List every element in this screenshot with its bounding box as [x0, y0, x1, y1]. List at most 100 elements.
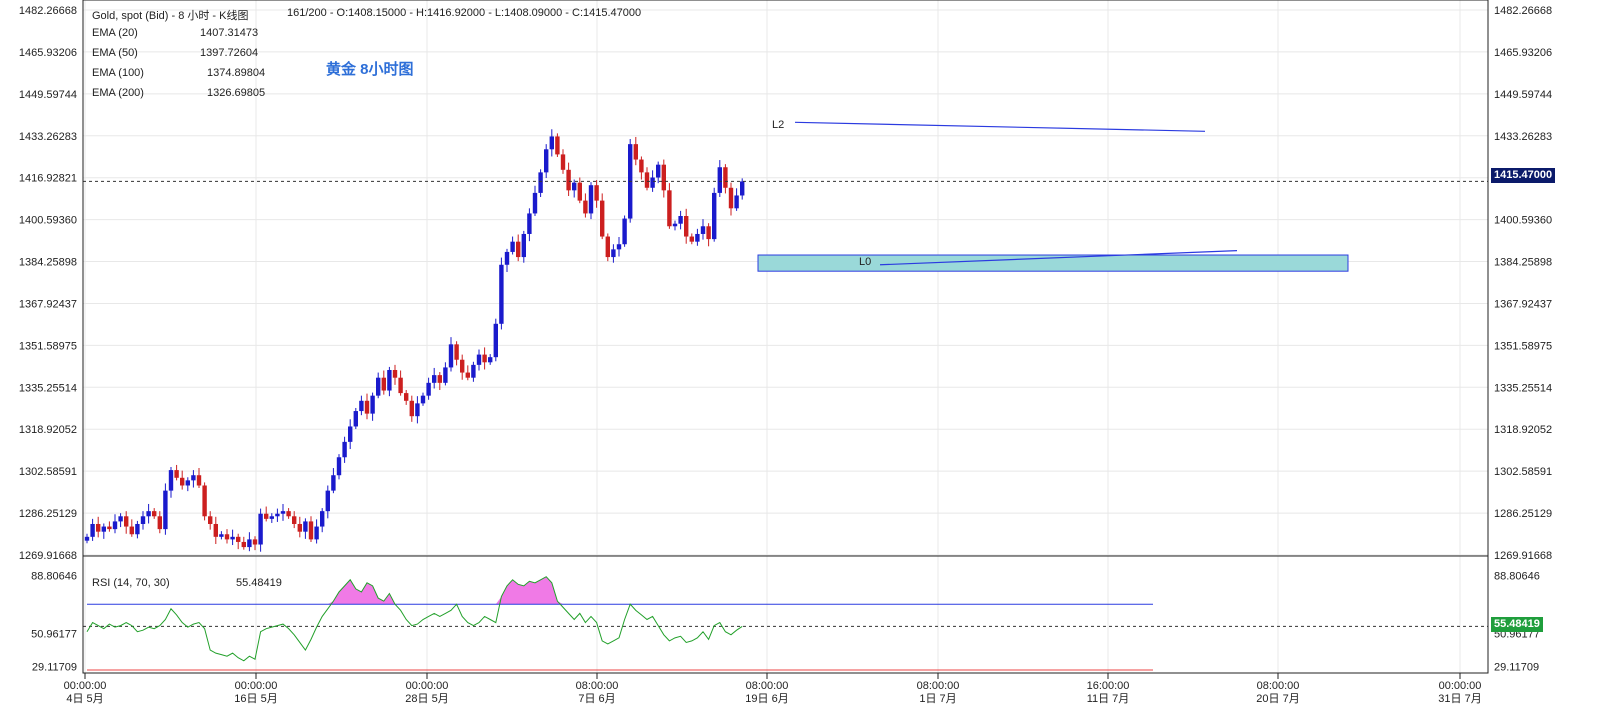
candle-body — [320, 511, 325, 527]
x-tick-date: 7日 6月 — [578, 693, 615, 705]
y-tick-left: 1302.58591 — [19, 466, 77, 478]
ema-50-value: 1397.72604 — [200, 47, 259, 59]
candle-body — [460, 359, 465, 373]
y-tick-left: 1465.93206 — [19, 47, 77, 59]
candle-body — [488, 357, 493, 363]
rsi-panel — [83, 576, 1488, 671]
y-tick-right: 1433.26283 — [1494, 131, 1552, 143]
ema-20-value: 1407.31473 — [200, 27, 259, 39]
y-tick-left: 1449.59744 — [19, 89, 77, 101]
candle-body — [202, 485, 207, 517]
candle-body — [398, 377, 403, 394]
candle-body — [135, 523, 140, 535]
x-tick-time: 00:00:00 — [64, 680, 107, 692]
candle-body — [392, 369, 398, 378]
y-tick-left: 1351.58975 — [19, 340, 77, 352]
candle-body — [303, 521, 308, 532]
candle-body — [224, 534, 230, 540]
candle-body — [516, 241, 521, 258]
candle-body — [605, 236, 610, 258]
candle-body — [499, 264, 504, 324]
x-tick-date: 1日 7月 — [919, 693, 956, 705]
candle-body — [684, 216, 689, 237]
candle-body — [544, 149, 549, 173]
candle-body — [443, 367, 448, 383]
candle-body — [426, 382, 431, 396]
candle-body — [325, 490, 330, 512]
rsi-label: RSI (14, 70, 30) — [92, 577, 170, 589]
candle-body — [258, 513, 263, 545]
candle-body — [146, 511, 151, 517]
candle-body — [129, 526, 134, 535]
rsi-tag: 55.48419 — [1491, 617, 1543, 632]
x-tick-time: 08:00:00 — [746, 680, 789, 692]
candle-body — [521, 233, 526, 258]
x-tick-time: 00:00:00 — [1439, 680, 1482, 692]
y-tick-left: 1335.25514 — [19, 382, 77, 394]
y-tick-left: 1482.26668 — [19, 5, 77, 17]
y-tick-left: 1384.25898 — [19, 257, 77, 269]
candle-body — [734, 195, 739, 209]
candle-body — [527, 213, 532, 234]
x-tick-date: 11日 7月 — [1087, 693, 1130, 705]
candle-body — [191, 475, 196, 481]
candle-body — [124, 516, 129, 527]
y-tick-right: 1400.59360 — [1494, 215, 1552, 227]
candle-body — [493, 323, 498, 358]
candle-body — [219, 534, 224, 537]
candle-body — [572, 182, 577, 191]
y-tick-left: 1367.92437 — [19, 298, 77, 310]
y-tick-right: 1465.93206 — [1494, 47, 1552, 59]
candle-body — [661, 164, 666, 191]
candle-body — [555, 136, 560, 155]
candle-body — [84, 536, 90, 541]
ema-50-label: EMA (50) — [92, 47, 138, 59]
x-tick-time: 16:00:00 — [1087, 680, 1130, 692]
candle-body — [364, 400, 370, 414]
candle-body — [420, 395, 426, 404]
ema-200-value: 1326.69805 — [207, 87, 266, 99]
candle-body — [538, 172, 543, 193]
candle-body — [247, 539, 252, 548]
rsi-overbought-fill — [87, 576, 743, 605]
y-tick-left: 1318.92052 — [19, 424, 77, 436]
candle-body — [672, 223, 678, 227]
candle-body — [667, 190, 672, 227]
candle-body — [644, 172, 650, 188]
candle-body — [588, 185, 594, 214]
candle-body — [174, 470, 179, 478]
candle-body — [168, 470, 174, 491]
candle-body — [415, 403, 420, 417]
axes: 1482.26668 1482.26668 1465.93206 1465.93206… — [19, 0, 1552, 705]
x-tick-date: 28日 5月 — [405, 693, 448, 705]
rsi-tick-right: 29.11709 — [1494, 662, 1539, 674]
candle-body — [650, 177, 655, 188]
y-tick-right: 1335.25514 — [1494, 382, 1552, 394]
candlestick-series — [84, 129, 745, 552]
candle-body — [695, 233, 700, 242]
x-tick-date: 19日 6月 — [745, 693, 788, 705]
candle-body — [404, 393, 409, 401]
upper-line-label: L2 — [772, 119, 785, 131]
candle-body — [107, 526, 112, 530]
candle-body — [208, 516, 213, 524]
y-tick-right: 1351.58975 — [1494, 340, 1552, 352]
support-line — [879, 250, 1238, 266]
candle-body — [118, 516, 123, 522]
candle-body — [712, 192, 717, 240]
y-tick-right: 1286.25129 — [1494, 508, 1552, 520]
chart-annotation: 黄金 8小时图 — [326, 61, 414, 78]
lower-line-label: L0 — [859, 256, 872, 268]
x-tick-time: 00:00:00 — [406, 680, 449, 692]
candle-body — [157, 516, 162, 530]
candle-body — [594, 185, 599, 201]
trend-lines — [83, 121, 1488, 266]
symbol-title: Gold, spot (Bid) - 8 小时 - K线图 — [92, 10, 249, 22]
x-tick-time: 08:00:00 — [917, 680, 960, 692]
candle-body — [348, 426, 353, 442]
candle-body — [96, 523, 101, 532]
candle-body — [342, 441, 347, 458]
y-tick-right: 1302.58591 — [1494, 466, 1552, 478]
candle-body — [297, 523, 302, 532]
